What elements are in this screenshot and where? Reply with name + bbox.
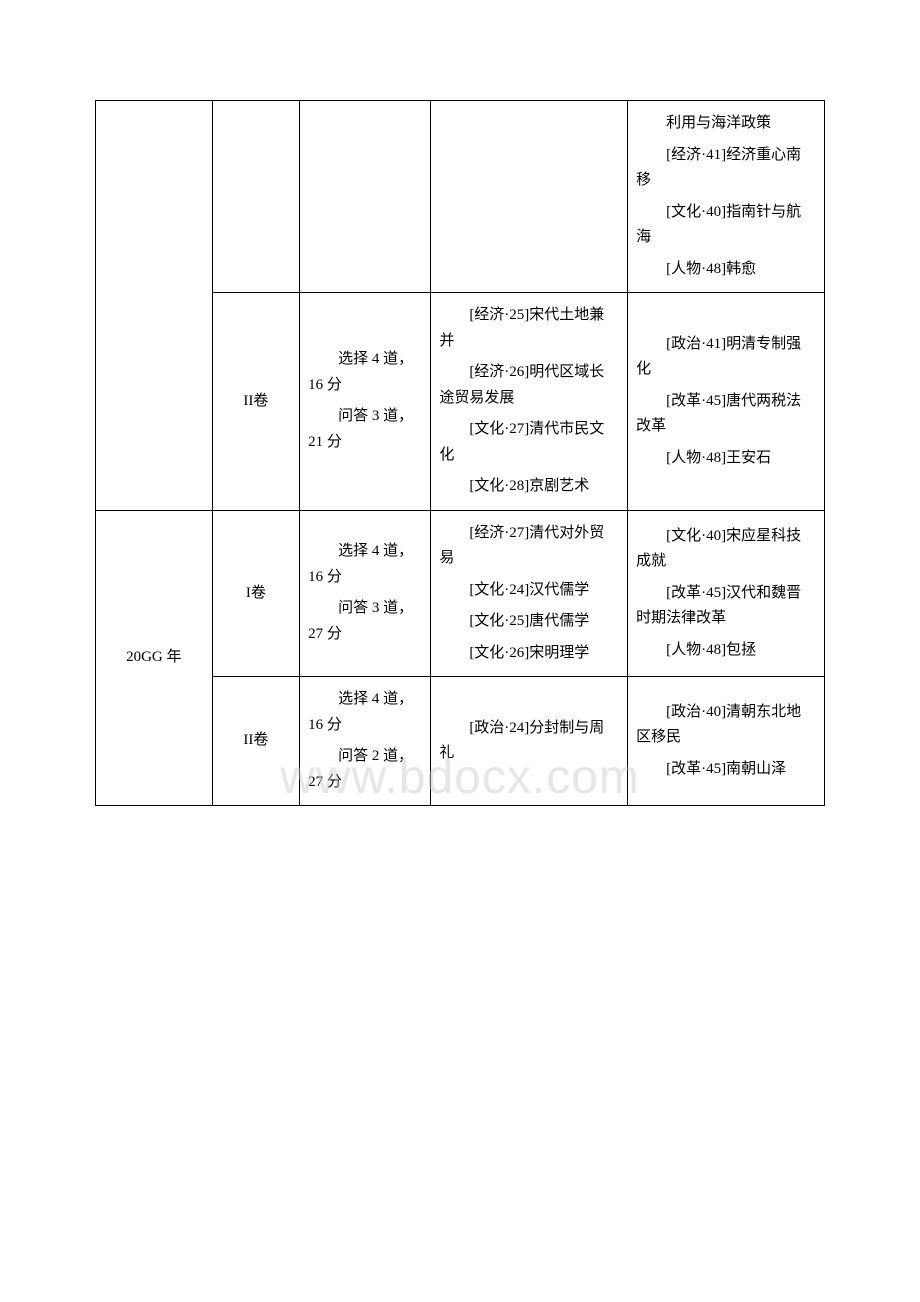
note-entry: [文化·40]指南针与航海 [636, 200, 816, 251]
cell-volume-ii-2: II卷 [212, 677, 299, 806]
topic-entry: [文化·25]唐代儒学 [439, 609, 619, 635]
note-entry: [政治·40]清朝东北地区移民 [636, 700, 816, 751]
note-entry: [改革·45]南朝山泽 [636, 757, 816, 783]
cell-volume-ii-1: II卷 [212, 293, 299, 511]
cell-topics-r2: [经济·27]清代对外贸易 [文化·24]汉代儒学 [文化·25]唐代儒学 [文… [431, 510, 628, 677]
stat-entry: 问答 3 道，27 分 [308, 596, 422, 647]
table-row: 20GG 年 I卷 选择 4 道，16 分 问答 3 道，27 分 [经济·27… [96, 510, 825, 677]
topic-entry: [经济·25]宋代土地兼并 [439, 303, 619, 354]
stat-entry: 选择 4 道，16 分 [308, 347, 422, 398]
cell-topics-blank [431, 101, 628, 293]
note-entry: [文化·40]宋应星科技成就 [636, 524, 816, 575]
stat-entry: 问答 3 道，21 分 [308, 404, 422, 455]
cell-notes-r0: 利用与海洋政策 [经济·41]经济重心南移 [文化·40]指南针与航海 [人物·… [628, 101, 825, 293]
cell-notes-r2: [文化·40]宋应星科技成就 [改革·45]汉代和魏晋时期法律改革 [人物·48… [628, 510, 825, 677]
cell-notes-r1: [政治·41]明清专制强化 [改革·45]唐代两税法改革 [人物·48]王安石 [628, 293, 825, 511]
cell-stats-r1: 选择 4 道，16 分 问答 3 道，21 分 [300, 293, 431, 511]
topic-entry: [文化·27]清代市民文化 [439, 417, 619, 468]
note-entry: [人物·48]王安石 [636, 446, 816, 472]
topic-entry: [文化·26]宋明理学 [439, 641, 619, 667]
note-entry: [经济·41]经济重心南移 [636, 143, 816, 194]
topic-entry: [文化·28]京剧艺术 [439, 474, 619, 500]
table-row: 利用与海洋政策 [经济·41]经济重心南移 [文化·40]指南针与航海 [人物·… [96, 101, 825, 293]
cell-volume-i: I卷 [212, 510, 299, 677]
cell-topics-r3: [政治·24]分封制与周礼 [431, 677, 628, 806]
cell-topics-r1: [经济·25]宋代土地兼并 [经济·26]明代区域长途贸易发展 [文化·27]清… [431, 293, 628, 511]
note-entry: 利用与海洋政策 [636, 111, 816, 137]
cell-year-20gg: 20GG 年 [96, 510, 213, 806]
note-entry: [改革·45]汉代和魏晋时期法律改革 [636, 581, 816, 632]
topic-entry: [经济·27]清代对外贸易 [439, 521, 619, 572]
exam-analysis-table: 利用与海洋政策 [经济·41]经济重心南移 [文化·40]指南针与航海 [人物·… [95, 100, 825, 806]
note-entry: [改革·45]唐代两税法改革 [636, 389, 816, 440]
stat-entry: 问答 2 道，27 分 [308, 744, 422, 795]
topic-entry: [经济·26]明代区域长途贸易发展 [439, 360, 619, 411]
cell-stats-blank [300, 101, 431, 293]
note-entry: [人物·48]韩愈 [636, 257, 816, 283]
cell-stats-r2: 选择 4 道，16 分 问答 3 道，27 分 [300, 510, 431, 677]
topic-entry: [政治·24]分封制与周礼 [439, 716, 619, 767]
cell-notes-r3: [政治·40]清朝东北地区移民 [改革·45]南朝山泽 [628, 677, 825, 806]
stat-entry: 选择 4 道，16 分 [308, 539, 422, 590]
cell-year-blank [96, 101, 213, 511]
note-entry: [人物·48]包拯 [636, 638, 816, 664]
cell-stats-r3: 选择 4 道，16 分 问答 2 道，27 分 [300, 677, 431, 806]
note-entry: [政治·41]明清专制强化 [636, 332, 816, 383]
cell-volume-blank [212, 101, 299, 293]
topic-entry: [文化·24]汉代儒学 [439, 578, 619, 604]
stat-entry: 选择 4 道，16 分 [308, 687, 422, 738]
